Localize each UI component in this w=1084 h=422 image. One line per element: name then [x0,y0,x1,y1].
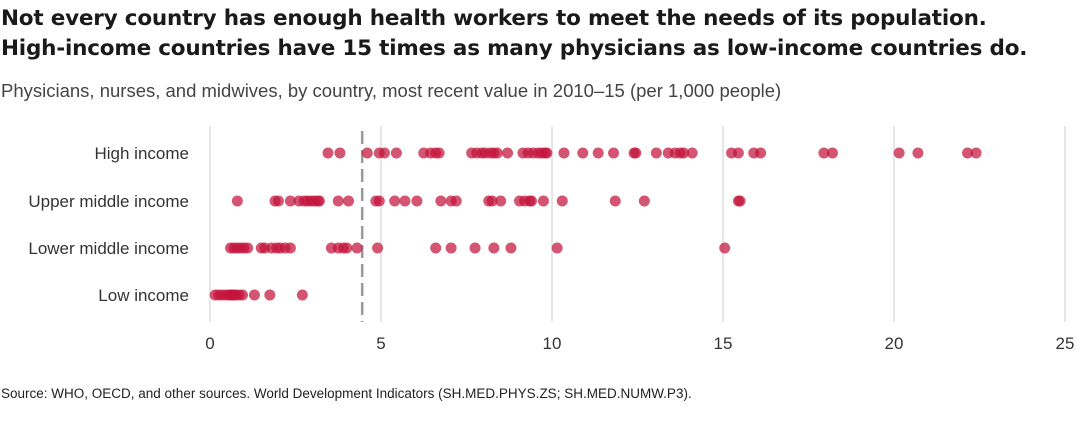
data-point [719,242,731,254]
data-point [558,147,570,159]
data-point [686,147,698,159]
data-point [818,147,830,159]
category-labels: High income Upper middle income Lower midd… [28,144,189,305]
data-point [537,195,549,207]
data-point [505,242,517,254]
data-point [411,195,423,207]
data-point [556,195,568,207]
data-point [678,147,690,159]
data-point [389,195,401,207]
data-point [341,242,353,254]
data-point [378,147,390,159]
x-axis-tick-labels: 0 5 10 15 20 25 [205,334,1074,353]
category-label: High income [95,144,190,163]
data-point [577,147,589,159]
data-point [373,195,385,207]
category-label: Lower middle income [28,239,189,258]
x-tick-label: 20 [885,334,904,353]
data-point [445,242,457,254]
x-tick-label: 0 [205,334,214,353]
data-point [343,195,355,207]
data-point [284,242,296,254]
data-point [486,195,498,207]
data-point [826,147,838,159]
data-point [638,195,650,207]
gridlines [209,126,1066,322]
data-point [592,147,604,159]
data-point [430,242,442,254]
data-point [608,147,620,159]
data-point [495,195,507,207]
x-tick-label: 25 [1056,334,1075,353]
data-point [912,147,924,159]
data-point [609,195,621,207]
data-point [525,195,537,207]
data-point [264,289,276,301]
data-point [433,147,445,159]
data-point [551,242,563,254]
data-point [650,147,662,159]
chart-subtitle: Physicians, nurses, and midwives, by cou… [1,80,782,101]
chart-title-line-1: Not every country has enough health work… [1,6,987,31]
data-point [296,289,308,301]
x-tick-label: 5 [376,334,385,353]
data-point [399,195,411,207]
data-point [630,147,642,159]
data-point [372,242,384,254]
source-note: Source: WHO, OECD, and other sources. Wo… [1,386,692,401]
x-tick-label: 10 [543,334,562,353]
data-point [469,242,481,254]
data-point [488,242,500,254]
data-point [248,289,260,301]
data-point [970,147,982,159]
x-tick-label: 15 [714,334,733,353]
category-label: Low income [98,286,189,305]
data-point [351,242,363,254]
data-points [209,147,982,301]
dot-plot-chart: High income Upper middle income Lower midd… [28,126,1074,353]
category-label: Upper middle income [28,192,189,211]
data-point [502,147,514,159]
data-point [236,289,248,301]
data-point [734,195,746,207]
data-point [322,147,334,159]
data-point [962,147,974,159]
data-point [231,195,243,207]
data-point [272,195,284,207]
chart-title: Not every country has enough health work… [1,4,1081,64]
data-point [732,147,744,159]
data-point [313,195,325,207]
data-point [491,147,503,159]
data-point [450,195,462,207]
data-point [284,195,296,207]
data-point [541,147,553,159]
data-point [242,242,254,254]
data-point [361,147,373,159]
data-point [390,147,402,159]
data-point [334,147,346,159]
data-point [755,147,767,159]
data-point [435,195,447,207]
chart-title-line-2: High-income countries have 15 times as m… [1,36,1028,61]
data-point [893,147,905,159]
data-point [332,195,344,207]
